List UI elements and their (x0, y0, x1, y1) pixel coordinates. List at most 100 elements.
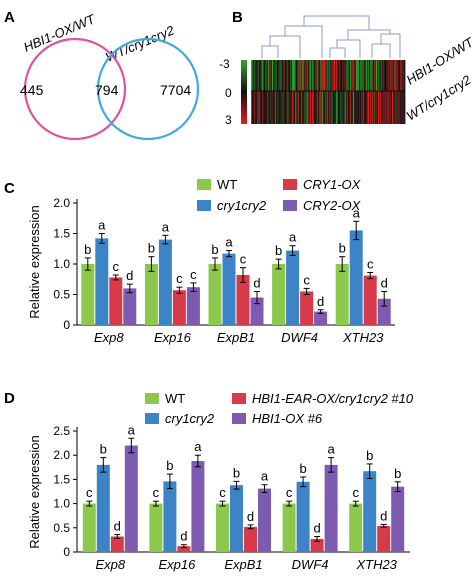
bar (163, 481, 177, 552)
heatmap-cell (381, 60, 383, 91)
category-label: Exp8 (94, 330, 124, 345)
heatmap-cell (346, 91, 348, 124)
legend-label: WT (165, 391, 185, 406)
heatmap-cell (304, 91, 306, 124)
bar (335, 264, 349, 325)
heatmap-cell (336, 60, 338, 91)
heatmap-cell (350, 91, 352, 124)
heatmap-cell (293, 91, 295, 124)
heatmap-cell (369, 60, 371, 91)
heatmap-color-scale (241, 60, 247, 124)
significance-letter: b (100, 442, 107, 457)
significance-letter: a (353, 205, 361, 220)
heatmap-cell (323, 91, 325, 124)
heatmap-cell (263, 91, 265, 124)
heatmap-cell (255, 60, 257, 91)
heatmap-cell (404, 91, 406, 124)
bar (250, 297, 264, 325)
heatmap-cell (265, 60, 267, 91)
category-label: Exp8 (95, 557, 125, 572)
heatmap-cell (329, 60, 331, 91)
legend-swatch (283, 179, 297, 190)
legend-label: WT (217, 177, 237, 192)
heatmap-cell (282, 60, 284, 91)
heatmap-cell (328, 60, 330, 91)
heatmap-cell (363, 60, 365, 91)
legend-swatch (197, 200, 211, 211)
heatmap-cell (347, 91, 349, 124)
bar (124, 445, 138, 552)
heatmap-cell (339, 91, 341, 124)
bar (296, 481, 310, 552)
heatmap-cell (358, 60, 360, 91)
heatmap-cell (336, 91, 338, 124)
y-tick-label: 2.0 (53, 196, 70, 210)
panel-d-label: D (4, 390, 15, 407)
category-label: Exp16 (158, 557, 196, 572)
heatmap-cell (396, 91, 398, 124)
bar (236, 274, 250, 325)
heatmap-cell (338, 91, 340, 124)
heatmap-cell (333, 60, 335, 91)
heatmap-cell (396, 60, 398, 91)
heatmap-cell (359, 60, 361, 91)
heatmap-cell (391, 91, 393, 124)
heatmap-cell (301, 91, 303, 124)
heatmap-cell (337, 91, 339, 124)
heatmap-cell (271, 91, 273, 124)
heatmap-cells (251, 60, 406, 124)
bar (110, 536, 124, 552)
heatmap-cell (327, 60, 329, 91)
significance-letter: c (176, 271, 183, 286)
heatmap-cell (367, 60, 369, 91)
heatmap-cell (325, 91, 327, 124)
heatmap-cell (292, 60, 294, 91)
heatmap-cell (326, 60, 328, 91)
heatmap-cell (259, 60, 261, 91)
heatmap-cell (262, 60, 264, 91)
chart-c: Relative expression 00.51.01.52.0bacdExp… (27, 177, 395, 345)
heatmap-cell (388, 60, 390, 91)
heatmap-cell (362, 91, 364, 124)
heatmap-cell (289, 60, 291, 91)
heatmap-cell (297, 60, 299, 91)
y-tick-label: 1.0 (53, 257, 70, 271)
heatmap-cell (268, 60, 270, 91)
heatmap-cell (259, 91, 261, 124)
heatmap-cell (311, 60, 313, 91)
significance-letter: d (114, 519, 121, 534)
significance-letter: b (394, 466, 401, 481)
heatmap-panel: -3 0 3 HBI1-OX/WT WT/cry1cry2 (219, 15, 474, 127)
heatmap-cell (278, 60, 280, 91)
heatmap-cell (370, 91, 372, 124)
heatmap-cell (366, 91, 368, 124)
significance-letter: d (126, 268, 133, 283)
heatmap-cell (275, 91, 277, 124)
heatmap-cell (260, 91, 262, 124)
significance-letter: a (261, 469, 269, 484)
heatmap-cell (404, 60, 406, 91)
heatmap-cell (324, 91, 326, 124)
significance-letter: c (219, 485, 226, 500)
significance-letter: c (86, 485, 93, 500)
heatmap-cell (340, 91, 342, 124)
heatmap-cell (313, 60, 315, 91)
heatmap-cell (282, 91, 284, 124)
significance-letter: b (299, 461, 306, 476)
y-tick-label: 0.5 (53, 521, 70, 535)
heatmap-cell (386, 91, 388, 124)
heatmap-cell (354, 91, 356, 124)
heatmap-cell (379, 91, 381, 124)
heatmap-cell (394, 60, 396, 91)
heatmap-cell (253, 91, 255, 124)
heatmap-cell (348, 91, 350, 124)
heatmap-cell (399, 91, 401, 124)
heatmap-cell (298, 60, 300, 91)
heatmap-cell (279, 91, 281, 124)
panel-c-label: C (4, 180, 15, 197)
heatmap-cell (393, 60, 395, 91)
significance-letter: b (339, 241, 346, 256)
heatmap-cell (291, 60, 293, 91)
heatmap-cell (322, 91, 324, 124)
significance-letter: c (190, 267, 197, 282)
